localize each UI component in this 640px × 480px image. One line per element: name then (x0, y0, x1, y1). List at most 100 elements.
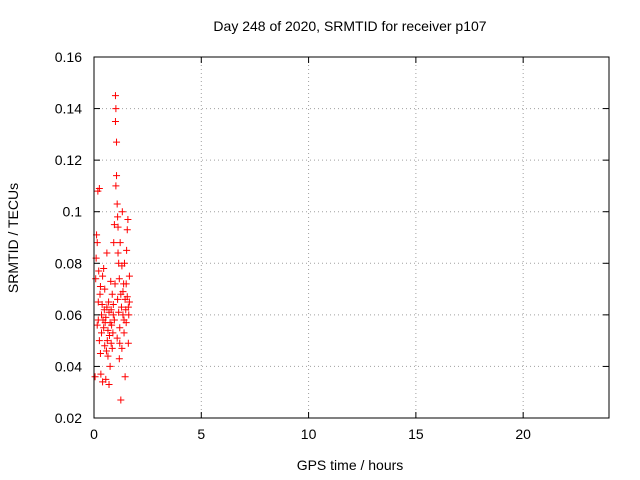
data-point (125, 272, 133, 280)
data-point (112, 182, 120, 190)
data-point (93, 239, 101, 247)
data-point (116, 324, 124, 332)
data-point (102, 375, 110, 383)
data-point (107, 339, 115, 347)
data-point (118, 208, 126, 216)
data-point (96, 290, 104, 298)
y-tick-label: 0.12 (55, 152, 82, 168)
data-point (95, 337, 103, 345)
data-point (97, 370, 105, 378)
data-point (115, 355, 123, 363)
data-point (95, 267, 103, 275)
data-point (93, 321, 101, 329)
data-point (118, 344, 126, 352)
chart-title: Day 248 of 2020, SRMTID for receiver p10… (213, 18, 486, 34)
data-point (104, 352, 112, 360)
y-tick-label: 0.1 (63, 204, 83, 220)
data-point (123, 246, 131, 254)
data-point (113, 200, 121, 208)
data-point (123, 293, 131, 301)
data-point (111, 117, 119, 125)
data-point (103, 303, 111, 311)
data-point (124, 303, 132, 311)
data-point (113, 138, 121, 146)
data-point (123, 226, 131, 234)
data-point (111, 92, 119, 100)
data-point (114, 213, 122, 221)
data-point (110, 221, 118, 229)
data-point (105, 298, 113, 306)
data-point (114, 249, 122, 257)
y-tick-label: 0.14 (55, 101, 82, 117)
data-point (106, 362, 114, 370)
ticks: 0 5 10 15 20 0.02 0.04 0.06 0.08 0.1 0.12 0.14 0.16 (55, 49, 609, 442)
x-axis-label: GPS time / hours (297, 457, 404, 473)
data-point (124, 215, 132, 223)
data-point (122, 319, 130, 327)
data-point (108, 344, 116, 352)
x-tick-label: 20 (515, 426, 531, 442)
data-point (109, 329, 117, 337)
data-point (96, 350, 104, 358)
data-point (120, 329, 128, 337)
data-point (98, 329, 106, 337)
data-point (125, 311, 133, 319)
data-point (91, 373, 99, 381)
data-point (105, 380, 113, 388)
data-point (102, 347, 110, 355)
data-point (109, 301, 117, 309)
data-point (115, 275, 123, 283)
x-tick-label: 15 (408, 426, 424, 442)
data-point (101, 285, 109, 293)
data-point (94, 298, 102, 306)
x-tick-label: 0 (90, 426, 98, 442)
y-tick-label: 0.08 (55, 255, 82, 271)
data-point (100, 264, 108, 272)
data-point (95, 185, 103, 193)
data-point (116, 239, 124, 247)
data-point (109, 311, 117, 319)
grid (94, 57, 609, 418)
data-point (96, 282, 104, 290)
y-tick-label: 0.16 (55, 49, 82, 65)
data-point (101, 342, 109, 350)
data-point (122, 280, 130, 288)
data-point (108, 321, 116, 329)
data-point (113, 172, 121, 180)
data-point (120, 259, 128, 267)
data-points (91, 92, 133, 404)
data-point (98, 301, 106, 309)
x-tick-label: 10 (301, 426, 317, 442)
data-point (107, 277, 115, 285)
data-point (117, 396, 125, 404)
plot-frame (93, 56, 610, 419)
data-point (116, 339, 124, 347)
data-point (125, 298, 133, 306)
data-point (119, 288, 127, 296)
data-point (115, 308, 123, 316)
data-point (110, 316, 118, 324)
data-point (102, 313, 110, 321)
data-point (117, 303, 125, 311)
data-point (92, 275, 100, 283)
data-point (112, 105, 120, 113)
x-tick-label: 5 (197, 426, 205, 442)
data-point (107, 306, 115, 314)
data-point (114, 295, 122, 303)
data-point (103, 249, 111, 257)
data-point (121, 373, 129, 381)
y-tick-label: 0.06 (55, 307, 82, 323)
data-point (103, 337, 111, 345)
data-point (99, 272, 107, 280)
data-point (114, 223, 122, 231)
data-point (104, 326, 112, 334)
data-point (110, 239, 118, 247)
data-point (108, 290, 116, 298)
data-point (100, 324, 108, 332)
data-point (111, 280, 119, 288)
data-point (113, 334, 121, 342)
data-point (124, 339, 132, 347)
y-axis-label: SRMTID / TECUs (5, 183, 21, 293)
y-tick-label: 0.04 (55, 358, 82, 374)
